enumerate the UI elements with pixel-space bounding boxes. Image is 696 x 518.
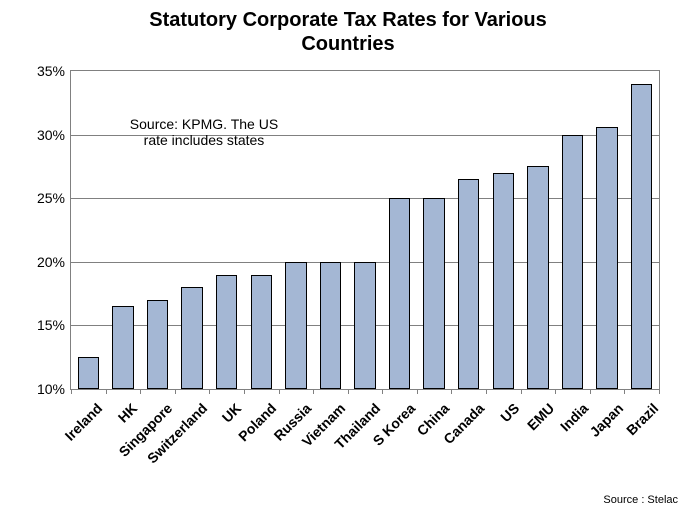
chart-title-line2: Countries — [301, 33, 394, 55]
plot-area: Source: KPMG. The US rate includes state… — [70, 70, 660, 390]
x-tick — [417, 389, 418, 394]
y-tick-label: 25% — [37, 190, 71, 206]
x-tick — [348, 389, 349, 394]
x-tick — [659, 389, 660, 394]
annotation-text: Source: KPMG. The US rate includes state… — [130, 116, 278, 148]
x-tick — [555, 389, 556, 394]
source-note: Source : Stelac — [603, 494, 678, 506]
bar — [78, 357, 99, 389]
y-tick-label: 35% — [37, 63, 71, 79]
x-tick — [175, 389, 176, 394]
x-tick — [244, 389, 245, 394]
plot-outer: Source: KPMG. The US rate includes state… — [70, 70, 660, 390]
x-tick — [313, 389, 314, 394]
bar — [354, 262, 375, 389]
bar — [631, 84, 652, 389]
bar — [285, 262, 306, 389]
chart-title: Statutory Corporate Tax Rates for Variou… — [10, 0, 686, 56]
bar — [216, 275, 237, 389]
x-tick — [486, 389, 487, 394]
bar — [181, 287, 202, 389]
chart-container: Statutory Corporate Tax Rates for Variou… — [10, 0, 686, 518]
x-tick — [590, 389, 591, 394]
x-tick — [624, 389, 625, 394]
bar — [493, 173, 514, 389]
bar — [562, 135, 583, 389]
x-tick — [140, 389, 141, 394]
bar — [320, 262, 341, 389]
x-tick — [106, 389, 107, 394]
x-tick — [521, 389, 522, 394]
y-tick-label: 30% — [37, 127, 71, 143]
bar — [147, 300, 168, 389]
bar — [527, 166, 548, 389]
x-tick — [71, 389, 72, 394]
x-label: Poland — [235, 400, 279, 444]
bar — [423, 198, 444, 389]
x-tick — [451, 389, 452, 394]
bar — [389, 198, 410, 389]
bar — [596, 127, 617, 389]
x-label: HK — [115, 400, 141, 426]
x-tick — [382, 389, 383, 394]
x-label: US — [497, 400, 522, 425]
x-label: Japan — [586, 400, 626, 440]
x-label: EMU — [524, 400, 557, 433]
x-label: Ireland — [62, 400, 106, 444]
x-tick — [279, 389, 280, 394]
y-tick-label: 15% — [37, 317, 71, 333]
annotation-line1: Source: KPMG. The US — [130, 116, 278, 132]
y-tick-label: 10% — [37, 381, 71, 397]
bar — [251, 275, 272, 389]
x-tick — [209, 389, 210, 394]
x-label: Brazil — [623, 400, 661, 438]
chart-title-line1: Statutory Corporate Tax Rates for Variou… — [149, 9, 547, 31]
x-label: UK — [219, 400, 245, 426]
y-tick-label: 20% — [37, 254, 71, 270]
annotation-line2: rate includes states — [144, 132, 265, 148]
bar — [458, 179, 479, 389]
bar — [112, 306, 133, 389]
